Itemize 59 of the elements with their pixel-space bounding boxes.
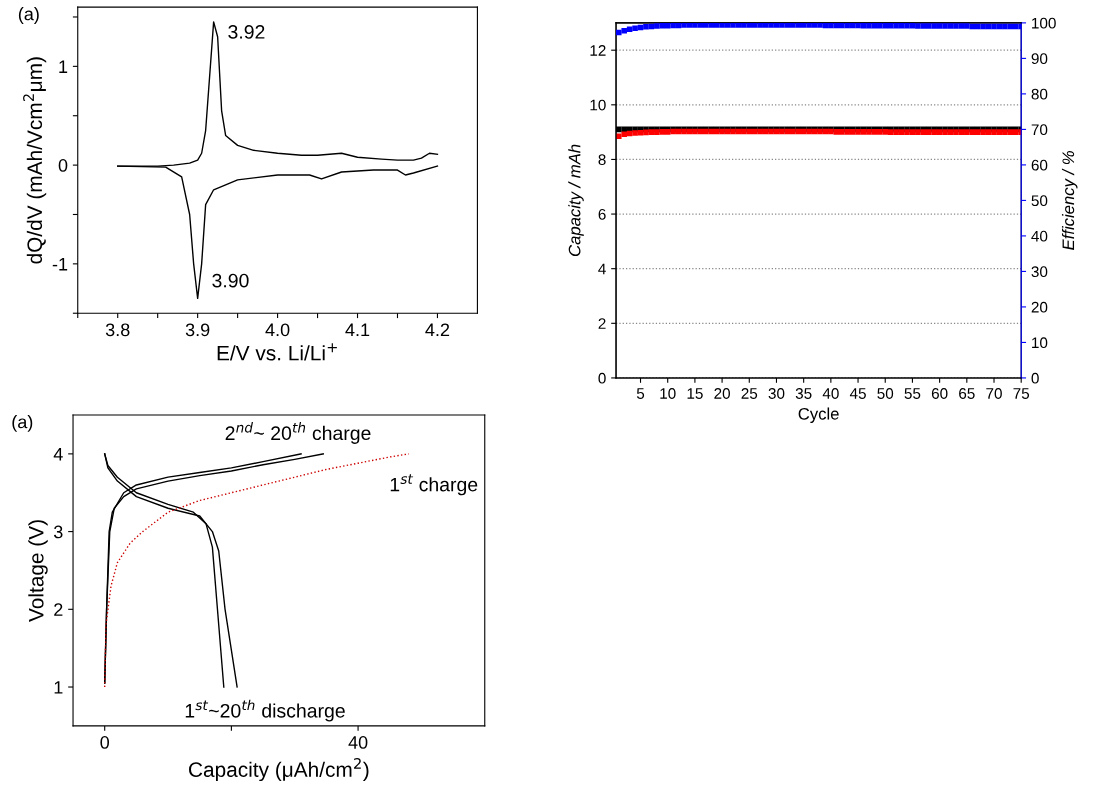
text: (a) — [18, 7, 39, 24]
x-tick-label: 10 — [660, 388, 676, 399]
x-tick-label: 40 — [822, 388, 839, 399]
x-tick-label: 30 — [768, 388, 785, 399]
y2-tick-label: 100 — [1032, 17, 1056, 29]
x-tick-label: 45 — [849, 388, 866, 399]
y2-tick-label: 50 — [1031, 195, 1048, 207]
y2-axis-title: Efficiency / % — [1061, 151, 1078, 250]
y2-tick-label: 0 — [1031, 372, 1039, 384]
y-tick-label: 12 — [590, 45, 606, 56]
x-tick-label: 4.2 — [425, 323, 450, 337]
y-axis-title: dQ/dV (mAh/Vcm$^{2}$μm) — [23, 57, 47, 264]
x-tick-label: 20 — [714, 388, 730, 399]
y-tick-label: -1 — [52, 257, 68, 271]
annotation: 3.90 — [212, 273, 249, 288]
x-tick-label: 60 — [931, 388, 948, 399]
y-tick-label: 1 — [59, 60, 68, 73]
y-tick-label: 0 — [598, 372, 606, 384]
y2-tick-label: 30 — [1031, 266, 1048, 278]
y2-tick-label: 90 — [1031, 53, 1048, 65]
y2-tick-label: 10 — [1032, 337, 1048, 349]
annotation: 1$^{st}$~20$^{th}$ discharge — [185, 699, 345, 722]
x-tick-label: 75 — [1013, 388, 1030, 399]
annotation: 3.92 — [228, 25, 265, 39]
x-tick-label: 65 — [959, 388, 975, 399]
x-tick-label: 55 — [904, 388, 921, 399]
x-tick-label: 35 — [795, 388, 812, 399]
x-axis-title: Cycle — [798, 407, 839, 423]
x-tick-label: 70 — [986, 388, 1002, 399]
y-tick-label: 4 — [598, 263, 606, 275]
x-tick-label: 3.9 — [185, 323, 210, 337]
x-tick-label: 15 — [687, 388, 703, 399]
y2-tick-label: 70 — [1031, 124, 1048, 136]
text: (a) — [12, 415, 33, 432]
annotation: 2$^{nd}$~ 20$^{th}$ charge — [225, 422, 371, 444]
x-tick-label: 50 — [877, 388, 894, 399]
y-tick-label: 10 — [590, 99, 606, 111]
y-tick-label: 6 — [598, 208, 606, 220]
y-tick-label: 8 — [598, 154, 606, 166]
y-tick-label: 0 — [58, 159, 68, 172]
y-tick-label: 2 — [54, 603, 63, 616]
y-tick-label: 1 — [54, 681, 63, 694]
y-tick-label: 2 — [598, 318, 606, 329]
x-tick-label: 3.8 — [105, 323, 130, 337]
y2-tick-label: 80 — [1031, 88, 1048, 100]
y-tick-label: 4 — [53, 447, 63, 461]
x-axis-title: E/V vs. Li/Li$^{+}$ — [217, 343, 337, 361]
x-tick-label: 25 — [741, 388, 758, 399]
y-tick-label: 3 — [53, 525, 63, 539]
x-tick-label: 4.1 — [345, 323, 370, 337]
y-axis-title: Voltage (V) — [28, 520, 48, 622]
x-axis-title: Capacity (μAh/cm$^{2}$) — [189, 757, 369, 782]
annotation: 1$^{st}$ charge — [390, 474, 478, 496]
y2-tick-label: 60 — [1031, 159, 1048, 171]
x-tick-label: 4.0 — [265, 323, 290, 337]
y-axis-title: Capacity / mAh — [568, 144, 584, 256]
x-tick-label: 5 — [636, 388, 645, 399]
y2-tick-label: 40 — [1031, 230, 1048, 242]
y2-tick-label: 20 — [1031, 301, 1048, 313]
